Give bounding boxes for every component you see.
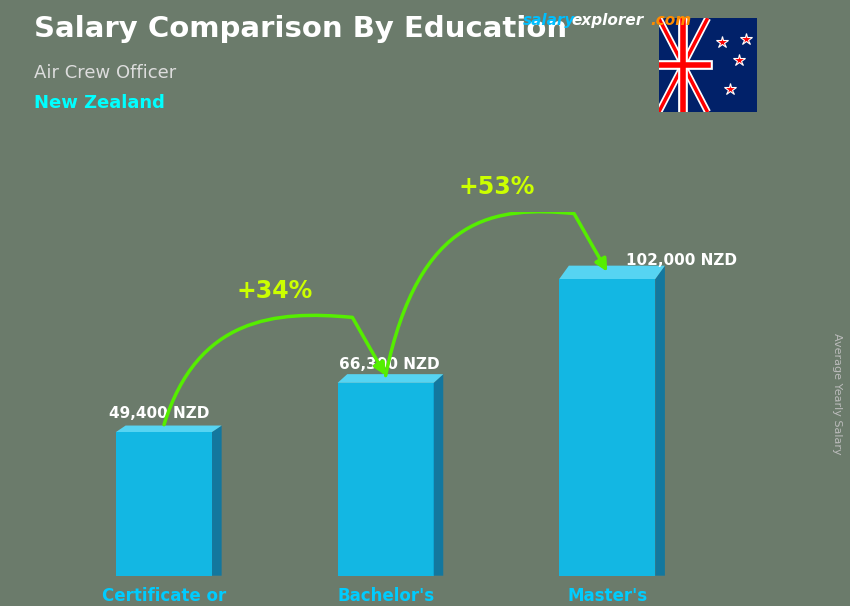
Polygon shape [337, 383, 434, 576]
Text: 102,000 NZD: 102,000 NZD [626, 253, 737, 268]
Polygon shape [559, 279, 655, 576]
Text: salary: salary [523, 13, 575, 28]
Text: New Zealand: New Zealand [34, 94, 165, 112]
Polygon shape [655, 265, 665, 576]
Text: Average Yearly Salary: Average Yearly Salary [832, 333, 842, 454]
FancyArrowPatch shape [386, 211, 605, 376]
Text: explorer: explorer [571, 13, 643, 28]
Text: 66,300 NZD: 66,300 NZD [339, 357, 440, 372]
Polygon shape [116, 432, 212, 576]
Polygon shape [559, 265, 665, 279]
Text: .com: .com [650, 13, 691, 28]
Polygon shape [212, 425, 222, 576]
Text: +53%: +53% [458, 175, 535, 199]
Text: 49,400 NZD: 49,400 NZD [109, 406, 209, 421]
Text: Air Crew Officer: Air Crew Officer [34, 64, 176, 82]
Polygon shape [337, 374, 443, 383]
FancyArrowPatch shape [164, 315, 383, 425]
Text: +34%: +34% [236, 279, 313, 303]
Polygon shape [434, 374, 443, 576]
Polygon shape [116, 425, 222, 432]
Text: Salary Comparison By Education: Salary Comparison By Education [34, 15, 567, 43]
